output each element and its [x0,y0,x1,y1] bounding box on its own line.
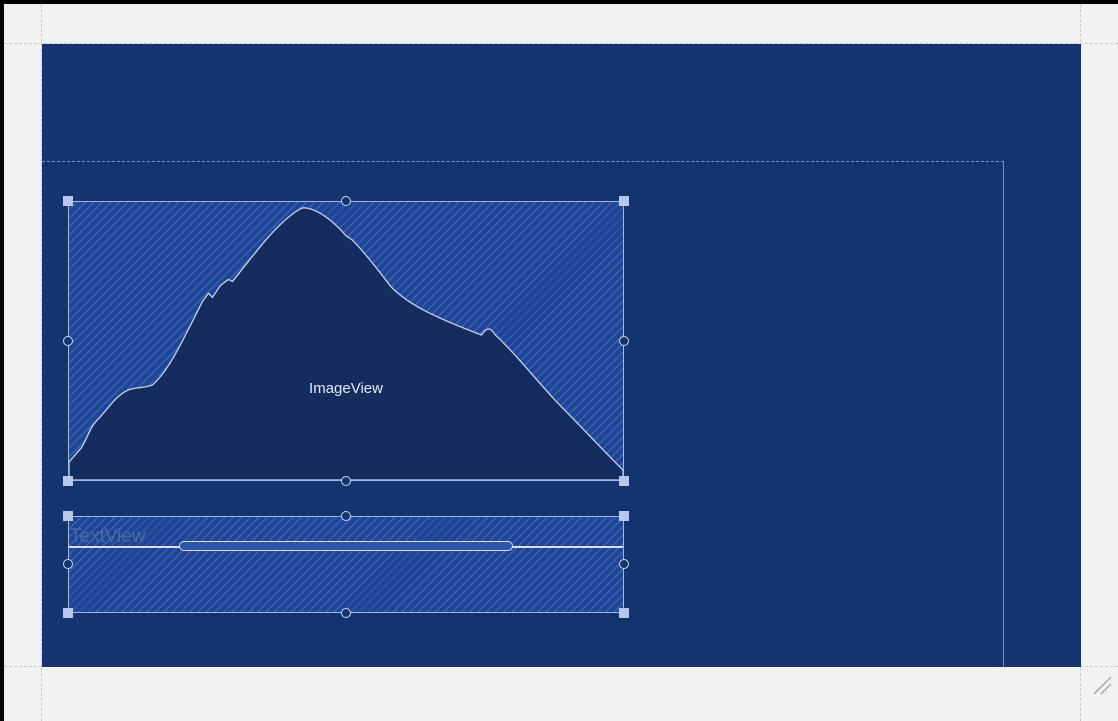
resize-handle-bottom-right[interactable] [619,476,629,486]
resize-handle-top-right[interactable] [619,511,629,521]
text-view-widget[interactable]: TextView [63,511,629,618]
resize-handle-top-right[interactable] [619,196,629,206]
resize-handle-bottom-left[interactable] [63,476,73,486]
resize-handle-top-left[interactable] [63,196,73,206]
constraint-guide-horizontal [42,161,1004,162]
constraint-anchor-bottom[interactable] [341,476,351,486]
constraint-anchor-left[interactable] [63,336,73,346]
canvas-left-guide [41,4,42,721]
resize-grip-icon[interactable] [1090,673,1112,695]
baseline-handle[interactable] [179,541,513,551]
constraint-anchor-top[interactable] [341,196,351,206]
canvas-top-guide [4,43,1118,44]
layout-editor-canvas: ImageView TextView [4,4,1118,721]
constraint-anchor-right[interactable] [619,336,629,346]
image-view-label: ImageView [309,380,383,397]
resize-handle-bottom-right[interactable] [619,608,629,618]
resize-handle-bottom-left[interactable] [63,608,73,618]
resize-handle-top-left[interactable] [63,511,73,521]
constraint-guide-vertical [1003,161,1004,667]
blueprint-view[interactable]: ImageView TextView [42,44,1081,667]
image-view-widget[interactable]: ImageView [63,196,629,486]
mountain-placeholder-icon [69,207,623,480]
text-view-label: TextView [70,526,146,547]
constraint-anchor-right[interactable] [619,559,629,569]
constraint-anchor-top[interactable] [341,511,351,521]
constraint-anchor-left[interactable] [63,559,73,569]
constraint-anchor-bottom[interactable] [341,608,351,618]
